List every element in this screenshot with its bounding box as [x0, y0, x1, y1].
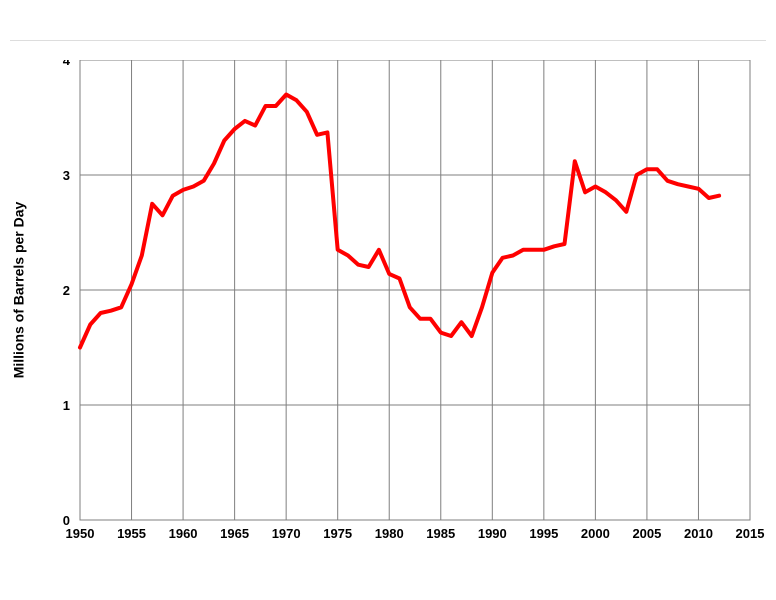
x-tick-label: 1990: [478, 526, 507, 541]
y-tick-label: 2: [63, 283, 70, 298]
grid: [80, 60, 750, 520]
x-axis-ticks: 1950 1955 1960 1965 1970 1975 1980 1985 1990 1995…: [66, 526, 765, 541]
x-tick-label: 1950: [66, 526, 95, 541]
y-axis-label-text: Millions of Barrels per Day: [10, 202, 26, 379]
x-tick-label: 1970: [272, 526, 301, 541]
x-tick-label: 1995: [529, 526, 558, 541]
y-tick-label: 4: [63, 60, 71, 68]
x-tick-label: 1960: [169, 526, 198, 541]
y-axis-ticks: 0 1 2 3 4: [63, 60, 71, 528]
x-tick-label: 1965: [220, 526, 249, 541]
chart-svg: 1950 1955 1960 1965 1970 1975 1980 1985 1990 1995…: [0, 60, 776, 560]
y-axis-label: Millions of Barrels per Day: [8, 60, 28, 520]
x-tick-label: 1980: [375, 526, 404, 541]
series-oil-production: [80, 95, 719, 348]
x-tick-label: 1985: [426, 526, 455, 541]
y-tick-label: 0: [63, 513, 70, 528]
y-tick-label: 1: [63, 398, 70, 413]
x-tick-label: 2005: [632, 526, 661, 541]
y-tick-label: 3: [63, 168, 70, 183]
line-chart: Millions of Barrels per Day 1950 1955 1960…: [0, 60, 776, 560]
x-tick-label: 1955: [117, 526, 146, 541]
x-tick-label: 2000: [581, 526, 610, 541]
x-tick-label: 2015: [736, 526, 765, 541]
top-divider: [10, 40, 766, 41]
x-tick-label: 2010: [684, 526, 713, 541]
x-tick-label: 1975: [323, 526, 352, 541]
series-group: [80, 95, 719, 348]
